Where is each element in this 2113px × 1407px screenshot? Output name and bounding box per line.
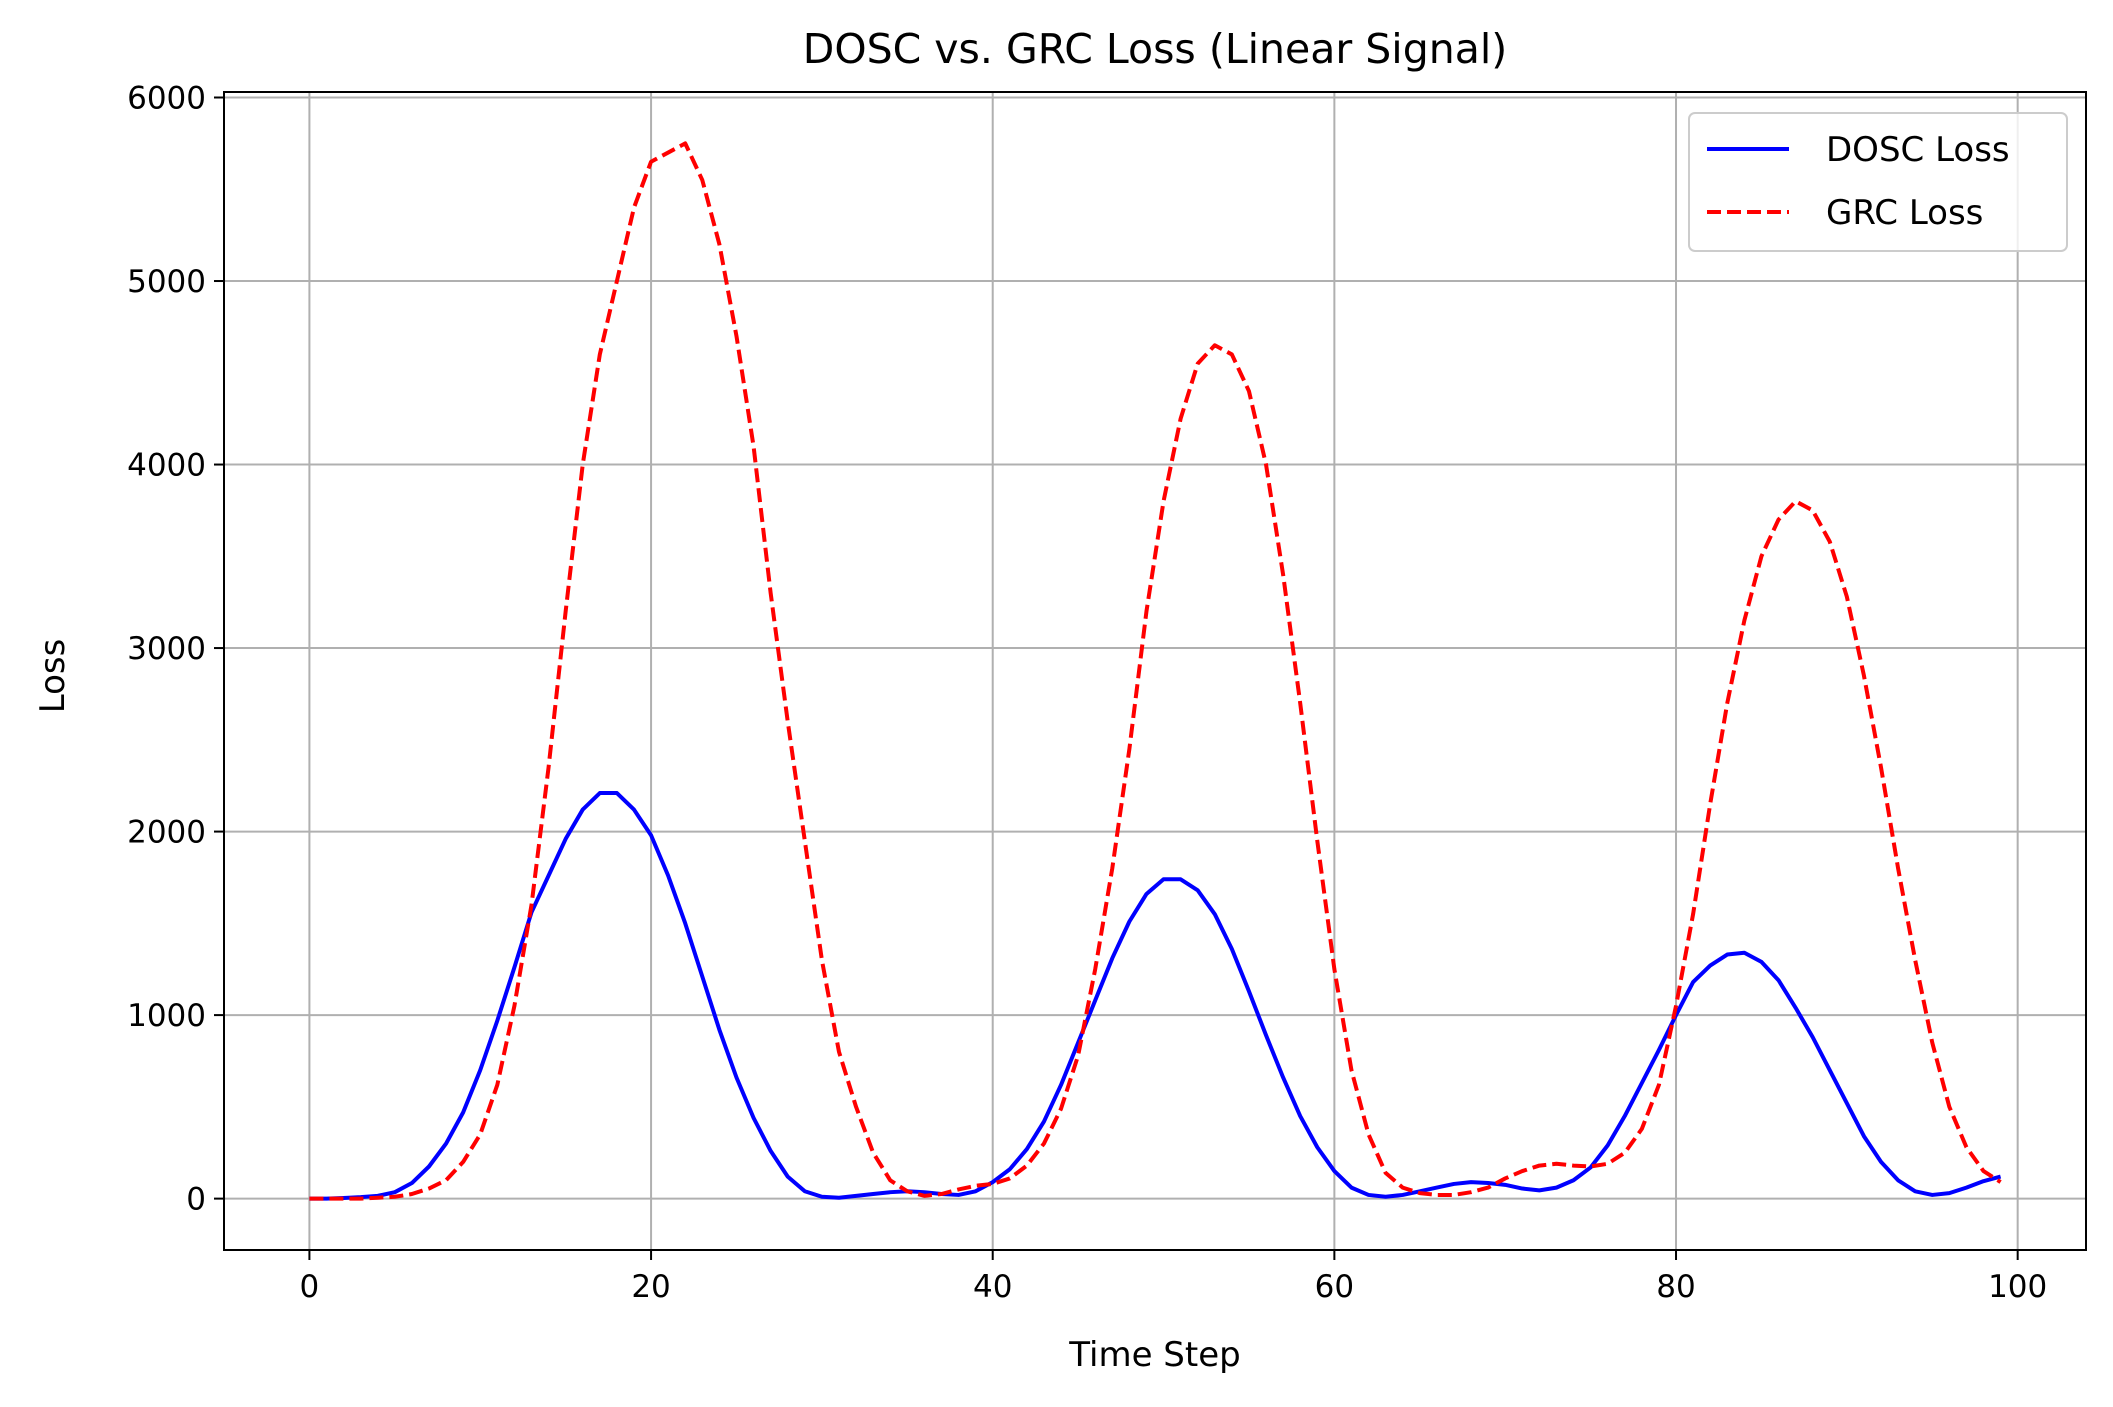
x-tick-label: 40 [973,1269,1012,1305]
y-tick-label: 2000 [127,815,206,851]
x-tick-label: 60 [1315,1269,1354,1305]
x-tick-label: 0 [300,1269,320,1305]
y-tick-label: 3000 [127,631,206,667]
plot-frame [223,91,2087,1251]
y-tick-label: 6000 [127,81,206,117]
y-axis-label: Loss [33,639,73,714]
grid [224,92,2086,1250]
x-axis-label: Time Step [1068,1335,1240,1375]
series-layer [309,141,2002,1201]
y-tick-label: 1000 [127,998,206,1034]
series-line-dosc [309,791,2002,1201]
legend: DOSC Loss GRC Loss [1688,112,2068,252]
y-tick-label: 0 [186,1182,206,1218]
legend-label: GRC Loss [1826,193,1983,233]
x-tick-label: 80 [1656,1269,1695,1305]
series-line-grc [309,141,2002,1201]
x-tick-label: 20 [631,1269,670,1305]
y-tick-label: 5000 [127,264,206,300]
legend-label: DOSC Loss [1826,130,2010,170]
y-tick-label: 4000 [127,448,206,484]
x-tick-label: 100 [1988,1269,2047,1305]
chart-title: DOSC vs. GRC Loss (Linear Signal) [803,25,1507,73]
